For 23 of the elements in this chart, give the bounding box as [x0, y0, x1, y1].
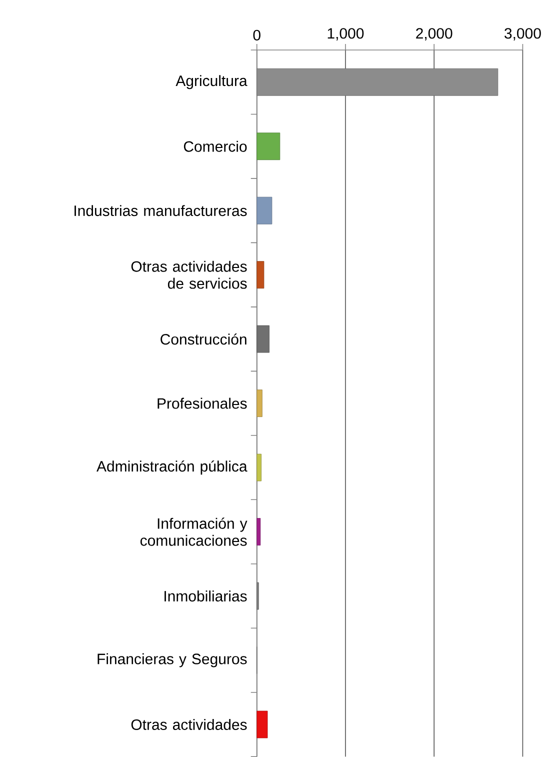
bar — [256, 196, 272, 224]
bar — [256, 132, 280, 160]
y-tick-label: Industrias manufactureras — [74, 205, 247, 216]
y-tick-label: Comercio — [184, 140, 247, 152]
bar — [256, 325, 270, 353]
y-tick-label: Profesionales — [158, 398, 247, 409]
y-tick-label: Otras actividades de servicios — [132, 260, 247, 289]
bar — [256, 518, 261, 546]
y-tick-label: Información y comunicaciones — [140, 518, 248, 546]
x-tick-label: 1,000 — [328, 28, 364, 40]
y-tick-label: Administración pública — [96, 460, 248, 475]
y-tick-label: Financieras y Seguros — [98, 653, 247, 668]
y-tick-label: Inmobiliarias — [164, 590, 247, 602]
bar — [256, 261, 264, 289]
y-tick-label: Otras actividades — [132, 718, 247, 730]
y-tick-label: Construcción — [160, 333, 246, 345]
bar — [256, 710, 268, 738]
x-tick-label: 3,000 — [504, 28, 542, 40]
x-tick-label: 2,000 — [416, 28, 452, 40]
x-tick-label: 0 — [253, 30, 261, 40]
bar — [256, 454, 262, 482]
y-tick-label: Agricultura — [176, 75, 248, 90]
bar — [256, 390, 263, 417]
